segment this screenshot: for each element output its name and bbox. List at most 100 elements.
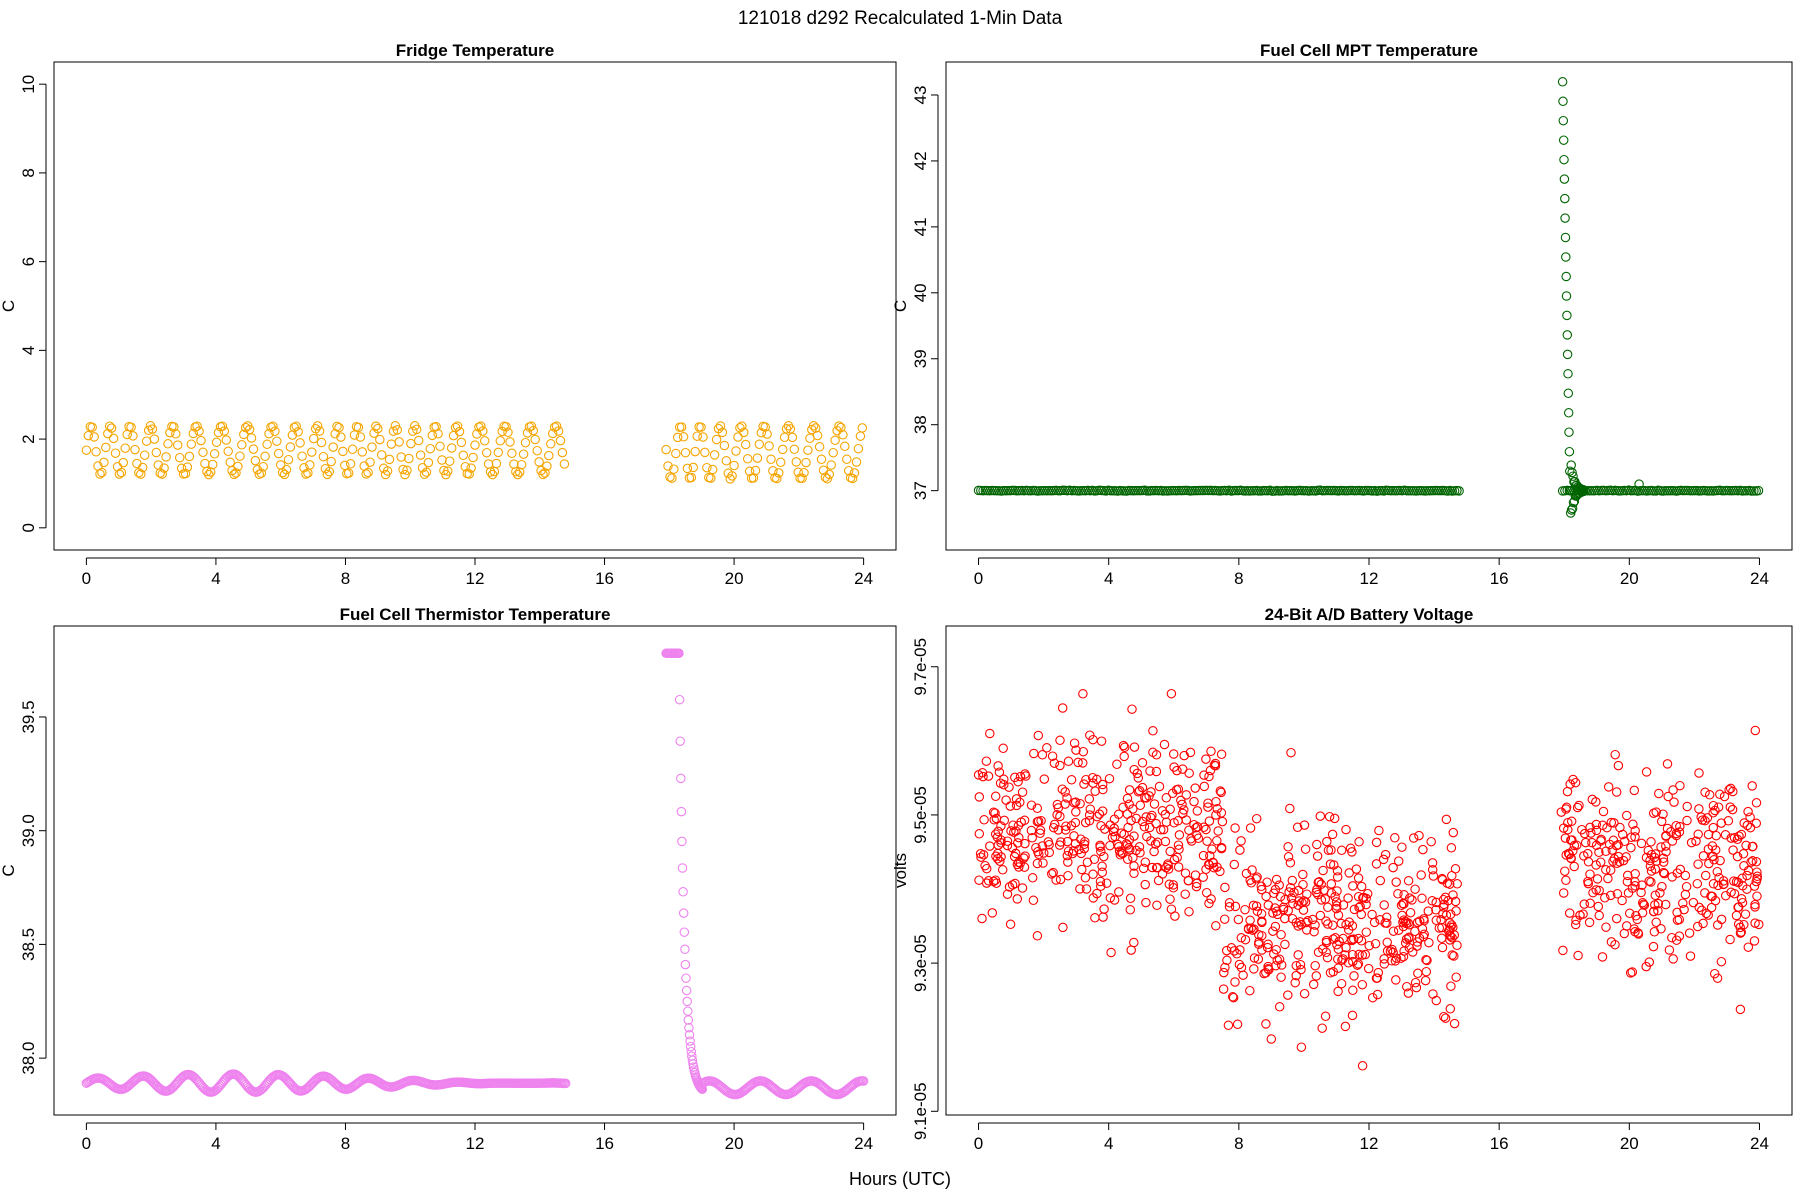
data-point [1420, 975, 1431, 986]
data-point [1361, 893, 1371, 904]
data-point [1323, 919, 1333, 929]
data-point [696, 1083, 706, 1093]
data-point [1343, 925, 1354, 935]
data-point [1428, 871, 1439, 881]
data-point [1229, 946, 1239, 956]
data-point [509, 459, 519, 469]
data-point [1007, 842, 1018, 853]
data-point [219, 426, 230, 436]
data-point [1047, 751, 1058, 761]
data-point [376, 450, 387, 460]
data-point [1215, 786, 1226, 796]
data-point [1097, 861, 1107, 872]
data-point [1165, 894, 1175, 904]
data-point [1014, 832, 1024, 843]
data-point [1405, 907, 1416, 918]
data-point [388, 426, 399, 436]
data-point [1564, 427, 1574, 437]
data-point [1692, 921, 1703, 932]
data-point [1037, 841, 1048, 851]
data-point [1656, 842, 1666, 852]
data-point [1168, 883, 1179, 893]
data-point [260, 451, 270, 462]
data-point [1338, 933, 1348, 944]
data-point [1348, 985, 1358, 996]
data-point [752, 453, 763, 463]
data-point [671, 448, 681, 459]
data-point [468, 452, 478, 463]
data-point [1702, 813, 1713, 823]
data-point [1274, 880, 1284, 890]
data-point [1119, 751, 1129, 762]
data-point [1177, 799, 1187, 810]
data-point [281, 464, 292, 475]
data-point [1044, 847, 1055, 858]
data-point [1270, 921, 1281, 932]
data-point [1052, 799, 1063, 810]
data-point [1449, 1018, 1460, 1029]
data-point [1051, 875, 1061, 885]
data-point [1597, 820, 1608, 831]
data-point [1354, 837, 1364, 847]
data-point [314, 426, 325, 436]
data-point [993, 848, 1003, 859]
data-point [731, 446, 741, 456]
data-point [1326, 888, 1337, 898]
data-point [729, 460, 739, 471]
data-point [1703, 910, 1713, 920]
data-point [1252, 872, 1262, 882]
data-point [1288, 898, 1298, 909]
data-point [1661, 830, 1671, 841]
data-point [1002, 836, 1013, 846]
data-point [95, 469, 105, 479]
data-point [1236, 836, 1246, 846]
x-tick-label: 4 [211, 569, 220, 588]
data-point [1393, 889, 1403, 899]
data-point [822, 474, 833, 484]
data-point [1704, 790, 1715, 800]
data-point [1637, 908, 1648, 918]
data-point [1027, 833, 1037, 843]
data-point [1693, 829, 1703, 840]
data-point [1568, 497, 1579, 508]
data-point [1240, 904, 1250, 915]
data-point [1663, 791, 1673, 802]
data-point [137, 462, 148, 473]
data-point [1311, 971, 1322, 981]
data-point [460, 461, 471, 472]
data-point [1396, 900, 1407, 911]
data-point [1333, 963, 1344, 973]
data-point [987, 908, 998, 918]
data-point [711, 434, 722, 445]
data-point [1055, 760, 1065, 771]
data-point [698, 432, 708, 442]
y-tick-label: 6 [19, 257, 38, 266]
data-point [1372, 989, 1383, 1000]
data-point [1251, 901, 1262, 911]
data-point [1296, 1042, 1307, 1052]
data-point [1112, 759, 1122, 770]
data-point [1069, 798, 1079, 808]
data-point [990, 829, 1001, 839]
data-points [973, 688, 1764, 1071]
data-point [1079, 779, 1089, 789]
data-point [1388, 862, 1398, 873]
data-point [1026, 800, 1037, 810]
data-point [1256, 884, 1267, 895]
data-point [246, 433, 257, 443]
data-point [1622, 876, 1633, 887]
data-point [981, 756, 992, 766]
figure-x-axis-label: Hours (UTC) [849, 1169, 951, 1189]
data-point [345, 459, 356, 469]
data-point [1245, 915, 1255, 926]
data-point [983, 771, 994, 781]
data-point [1272, 909, 1283, 920]
data-point [443, 466, 453, 476]
data-point [1278, 904, 1289, 915]
y-tick-label: 2 [19, 434, 38, 443]
data-point [1292, 822, 1303, 833]
data-point [799, 467, 809, 478]
data-point [1158, 824, 1169, 835]
x-tick-label: 24 [1750, 1134, 1769, 1153]
data-point [1090, 786, 1100, 796]
